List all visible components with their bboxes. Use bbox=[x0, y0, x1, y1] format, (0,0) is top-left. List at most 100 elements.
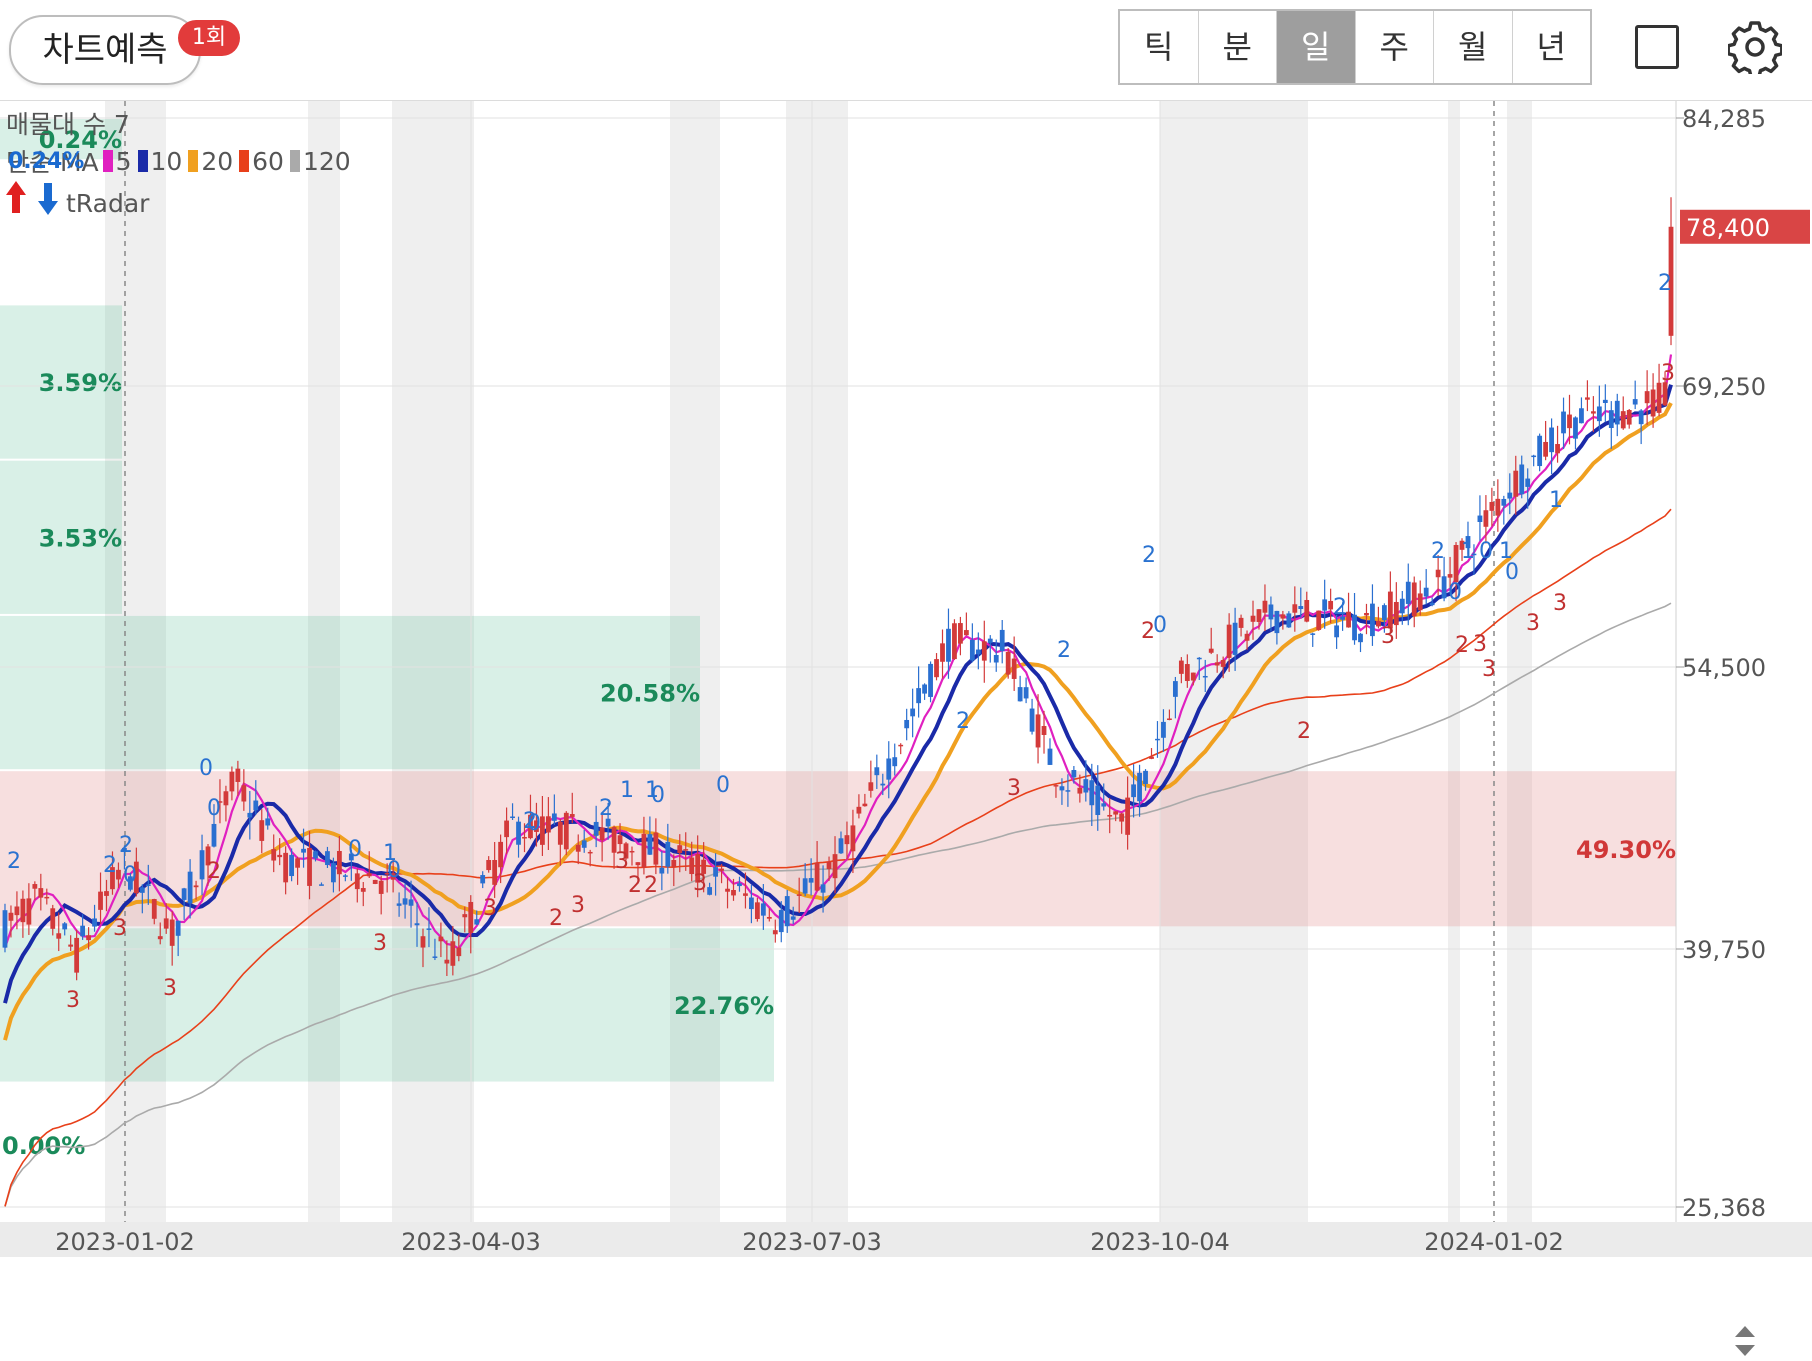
ma5-line bbox=[3, 354, 1673, 951]
candle-body bbox=[784, 896, 790, 927]
candle-body bbox=[1268, 604, 1274, 620]
candle-body bbox=[844, 835, 850, 845]
candle-body bbox=[1298, 606, 1304, 610]
candle-body bbox=[1477, 515, 1483, 522]
candle-body bbox=[450, 941, 456, 966]
ma60-line bbox=[4, 508, 1672, 1207]
candle-body bbox=[1435, 569, 1441, 578]
signal-label: 2 bbox=[599, 796, 613, 821]
candle-body bbox=[1501, 498, 1507, 506]
candle-body bbox=[1107, 814, 1113, 817]
x-tick-label: 2024-01-02 bbox=[1424, 1228, 1563, 1256]
candle-body bbox=[289, 854, 295, 877]
signal-label: 2 bbox=[119, 833, 133, 858]
candle-body bbox=[1358, 633, 1363, 643]
candle-body bbox=[814, 863, 820, 891]
candle-body bbox=[689, 857, 695, 875]
candles bbox=[2, 197, 1674, 981]
tradar-percent: 0.24% bbox=[8, 149, 85, 174]
signal-label: 3 bbox=[1381, 624, 1395, 649]
scroll-updown-icon[interactable] bbox=[1730, 1325, 1760, 1357]
candle-body bbox=[8, 912, 14, 921]
candle-body bbox=[1131, 784, 1136, 798]
candle-body bbox=[307, 847, 312, 886]
candle-body bbox=[713, 867, 718, 877]
fullscreen-square-icon[interactable] bbox=[1635, 25, 1679, 69]
candle-body bbox=[1549, 427, 1554, 453]
candle-body bbox=[104, 891, 109, 896]
candle-body bbox=[163, 918, 169, 929]
period-tab-month[interactable]: 월 bbox=[1434, 11, 1513, 83]
candle-body bbox=[259, 820, 265, 841]
current-price-tag bbox=[1680, 209, 1810, 244]
candle-body bbox=[336, 850, 342, 875]
candle-body bbox=[1125, 797, 1131, 835]
candle-body bbox=[372, 879, 378, 884]
candle-body bbox=[1489, 501, 1495, 511]
candle-body bbox=[969, 639, 975, 661]
volume-profile-percent: 3.53% bbox=[39, 524, 122, 552]
candlestick-chart[interactable]: 0.24%3.59%3.53%20.58%49.30%22.76%0.00% 2… bbox=[0, 101, 1812, 1257]
candle-body bbox=[1650, 389, 1656, 417]
candle-body bbox=[486, 859, 492, 871]
candle-body bbox=[1668, 226, 1674, 336]
candle-body bbox=[563, 812, 569, 850]
period-tab-week[interactable]: 주 bbox=[1356, 11, 1434, 83]
period-tab-year[interactable]: 년 bbox=[1536, 28, 1566, 66]
month-shade-band bbox=[786, 101, 848, 1222]
signal-label: 2 bbox=[1658, 271, 1672, 296]
y-tick-label: 25,368 bbox=[1682, 1194, 1766, 1222]
candle-body bbox=[1292, 604, 1298, 613]
volume-profile-percent: 0.24% bbox=[39, 126, 122, 154]
signal-label: 3 bbox=[571, 893, 585, 918]
candle-body bbox=[1531, 455, 1537, 458]
candle-body bbox=[701, 859, 707, 874]
candle-body bbox=[1340, 616, 1345, 620]
candle-body bbox=[1143, 770, 1148, 784]
ma-legend[interactable]: 단순 MA 5 10 20 60 120 bbox=[6, 143, 353, 179]
candle-body bbox=[695, 854, 701, 883]
signal-label: 2 bbox=[103, 853, 117, 878]
volume-profile-box bbox=[0, 305, 122, 459]
candle-body bbox=[725, 888, 730, 892]
candle-body bbox=[1644, 391, 1650, 404]
candle-body bbox=[68, 944, 74, 947]
candle-body bbox=[1119, 813, 1125, 822]
candle-body bbox=[277, 854, 283, 858]
axes: 84,285 69,250 54,500 39,750 25,368 2023-01-02… bbox=[0, 101, 1812, 1257]
candle-body bbox=[1101, 803, 1107, 807]
gear-icon[interactable] bbox=[1726, 20, 1784, 79]
candle-body bbox=[1608, 410, 1614, 428]
candle-body bbox=[1023, 687, 1029, 699]
signal-label: 2 bbox=[1297, 719, 1311, 744]
candle-body bbox=[1662, 382, 1668, 406]
period-tab-minute[interactable]: 분 bbox=[1199, 11, 1277, 83]
candle-body bbox=[1537, 435, 1543, 467]
candle-body bbox=[1226, 624, 1232, 658]
candle-body bbox=[432, 956, 438, 958]
candle-body bbox=[677, 845, 683, 853]
stock-chart[interactable]: 0.24% 3.59% 3.53% 20.58% 49.30% 22.76% 0.00% 2… bbox=[0, 101, 1812, 1356]
candle-body bbox=[522, 837, 527, 839]
candle-body bbox=[575, 844, 581, 852]
y-tick-label: 84,285 bbox=[1682, 105, 1766, 133]
candle-body bbox=[1041, 726, 1047, 735]
period-tab-tick[interactable]: 틱 bbox=[1120, 11, 1199, 83]
candle-body bbox=[528, 814, 533, 839]
candle-body bbox=[1423, 587, 1429, 597]
candle-body bbox=[1387, 591, 1393, 629]
candle-body bbox=[981, 641, 987, 661]
signal-label: 1 bbox=[1549, 488, 1563, 513]
period-tab-day[interactable]: 일 bbox=[1277, 11, 1356, 83]
candle-body bbox=[743, 893, 748, 896]
candle-body bbox=[1220, 659, 1226, 667]
candle-body bbox=[1495, 498, 1501, 516]
candle-body bbox=[629, 850, 635, 853]
candle-body bbox=[157, 936, 163, 940]
candle-body bbox=[999, 629, 1005, 652]
candle-body bbox=[342, 875, 348, 877]
signal-label: 1 bbox=[1499, 539, 1513, 564]
chart-predict-button[interactable]: 차트예측 1회 bbox=[9, 15, 240, 85]
candle-body bbox=[420, 936, 426, 948]
ma20-line bbox=[3, 402, 1673, 1041]
